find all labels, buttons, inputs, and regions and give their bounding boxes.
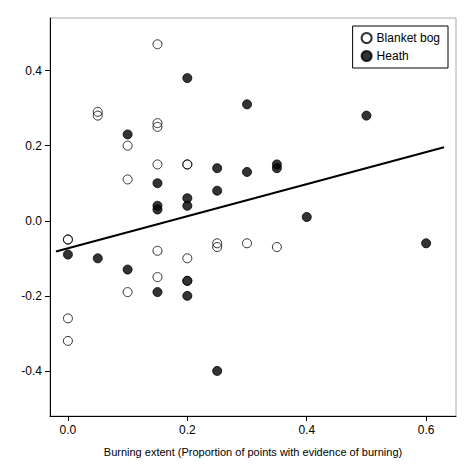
svg-text:0.2: 0.2 [179,423,196,437]
svg-text:0.4: 0.4 [298,423,315,437]
svg-text:-0.4: -0.4 [21,364,42,378]
svg-text:0.0: 0.0 [60,423,77,437]
svg-text:0.4: 0.4 [25,64,42,78]
svg-text:Burning extent (Proportion of: Burning extent (Proportion of points wit… [104,446,402,458]
svg-text:0.6: 0.6 [418,423,435,437]
svg-text:0.2: 0.2 [25,139,42,153]
svg-text:0.0: 0.0 [25,214,42,228]
svg-text:Blanket bog: Blanket bog [377,31,440,45]
svg-text:-0.2: -0.2 [21,289,42,303]
svg-text:Heath: Heath [377,49,409,63]
